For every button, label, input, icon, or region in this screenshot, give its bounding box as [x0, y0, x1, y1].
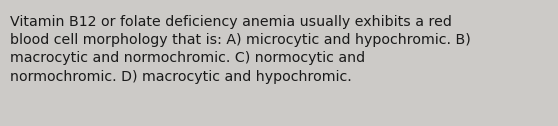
Text: Vitamin B12 or folate deficiency anemia usually exhibits a red
blood cell morpho: Vitamin B12 or folate deficiency anemia … — [10, 15, 471, 84]
